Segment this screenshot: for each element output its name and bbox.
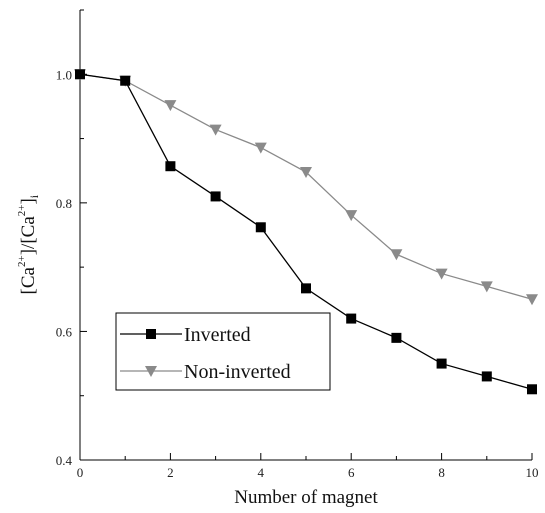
- legend-label: Inverted: [184, 324, 251, 346]
- legend-label: Non-inverted: [184, 361, 291, 383]
- x-tick-label: 6: [348, 465, 355, 480]
- x-tick-label: 8: [438, 465, 445, 480]
- y-axis-title-part: 2+: [16, 255, 28, 267]
- series-inverted: [75, 69, 537, 395]
- data-point: [164, 100, 177, 112]
- y-axis-title-part: [Ca: [18, 266, 39, 294]
- series-non-inverted: [74, 69, 538, 306]
- data-point: [390, 249, 403, 261]
- data-point: [254, 142, 267, 154]
- data-point: [435, 268, 448, 280]
- legend-marker: [146, 329, 156, 339]
- data-point: [526, 294, 538, 306]
- x-tick-label: 2: [167, 465, 174, 480]
- data-point: [301, 283, 311, 294]
- data-point: [391, 332, 402, 343]
- x-tick-label: 4: [258, 465, 265, 480]
- data-point: [481, 371, 492, 382]
- data-point: [436, 358, 447, 369]
- data-point: [120, 75, 131, 86]
- data-point: [209, 124, 222, 136]
- y-tick-label: 0.8: [56, 196, 72, 211]
- data-point: [210, 191, 221, 202]
- data-point: [527, 384, 537, 395]
- series-layer: [74, 69, 538, 395]
- y-tick-label: 0.4: [56, 453, 73, 468]
- y-axis-title-part: ]/[Ca: [18, 216, 39, 256]
- legend-marker: [145, 366, 157, 377]
- data-point: [75, 69, 85, 80]
- legend-box: [115, 312, 331, 391]
- legend: Inverted Non-inverted: [115, 312, 331, 391]
- data-point: [480, 281, 493, 293]
- data-point: [346, 313, 357, 324]
- x-tick-label: 0: [77, 465, 84, 480]
- y-tick-label: 1.0: [56, 67, 72, 82]
- x-tick-label: 10: [526, 465, 539, 480]
- series-line: [79, 73, 533, 300]
- y-axis-title: [Ca2+]/[Ca2+]i: [16, 194, 41, 294]
- data-point: [345, 210, 358, 222]
- y-axis-title-part: 2+: [16, 205, 28, 217]
- y-axis-title-part: ]: [18, 198, 39, 204]
- x-axis-title: Number of magnet: [234, 487, 378, 508]
- data-point: [255, 222, 266, 233]
- y-tick-label: 0.6: [56, 324, 73, 339]
- data-point: [165, 161, 176, 172]
- data-point: [300, 167, 312, 178]
- y-axis-title-part: i: [27, 194, 41, 198]
